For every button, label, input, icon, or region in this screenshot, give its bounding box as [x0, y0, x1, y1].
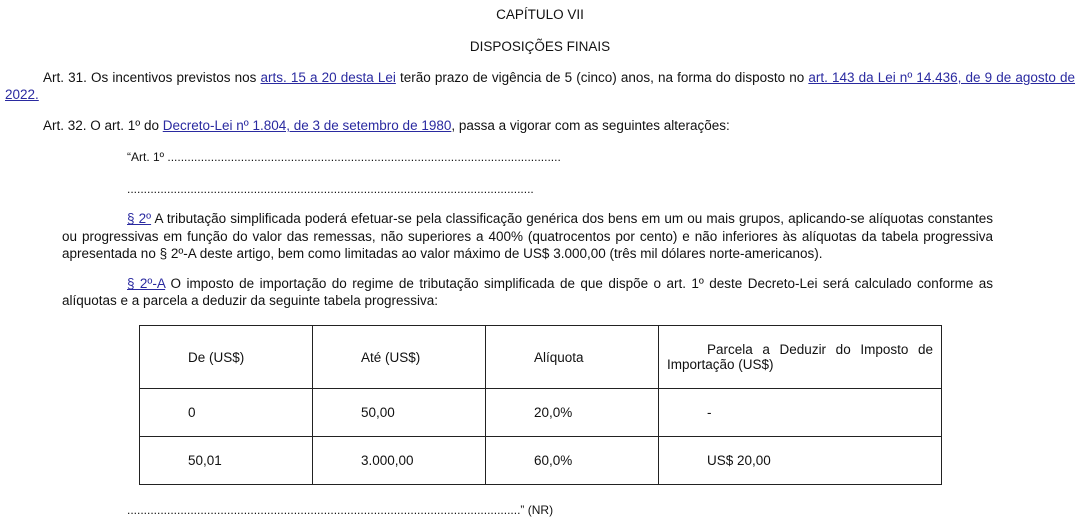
- table-cell: 0: [139, 388, 313, 437]
- art31-line1: Art. 31. Os incentivos previstos nos art…: [5, 69, 1075, 86]
- par2-text: A tributação simplificada poderá efetuar…: [151, 211, 993, 226]
- table-cell: 50,01: [139, 436, 313, 485]
- link-par-2[interactable]: § 2º: [127, 211, 152, 226]
- link-art-143-lei-14436[interactable]: art. 143 da Lei nº 14.436, de 9 de agost…: [808, 70, 1076, 85]
- header-cell: Parcela a Deduzir do Imposto de Importaç…: [658, 325, 942, 389]
- table-header-row: De (US$) Até (US$) Alíquota Parcela a De…: [139, 325, 942, 389]
- table-row: 0 50,00 20,0% -: [139, 388, 942, 437]
- table-cell: US$ 20,00: [658, 436, 942, 485]
- par2-line2: ou progressivas em função do valor das r…: [62, 229, 993, 244]
- link-arts-15-20[interactable]: arts. 15 a 20 desta Lei: [260, 70, 396, 85]
- header-cell: Alíquota: [485, 325, 659, 389]
- table-row: 50,01 3.000,00 60,0% US$ 20,00: [139, 436, 942, 485]
- par2a-line1: § 2º-A O imposto de importação do regime…: [62, 275, 993, 292]
- par2-line1: § 2º A tributação simplificada poderá ef…: [62, 210, 993, 227]
- table-cell: 3.000,00: [312, 436, 486, 485]
- quote-start: “Art. 1º ...............................…: [127, 150, 561, 164]
- table-cell: -: [658, 388, 942, 437]
- art32: Art. 32. O art. 1º do Decreto-Lei nº 1.8…: [43, 117, 730, 134]
- art32-text: Art. 32. O art. 1º do: [43, 118, 163, 133]
- art32-text: , passa a vigorar com as seguintes alter…: [451, 118, 730, 133]
- link-art-143-lei-14436-cont[interactable]: 2022.: [5, 87, 39, 102]
- art31-line2: 2022.: [5, 86, 39, 103]
- section-heading: DISPOSIÇÕES FINAIS: [469, 39, 611, 54]
- art31-text: Art. 31. Os incentivos previstos nos: [43, 70, 261, 85]
- table-cell: 20,0%: [485, 388, 659, 437]
- progressive-tax-table: De (US$) Até (US$) Alíquota Parcela a De…: [139, 325, 942, 485]
- omitted-text-dots: ........................................…: [127, 182, 534, 196]
- par2-line3: apresentada no § 2º-A deste artigo, bem …: [62, 246, 823, 261]
- chapter-heading: CAPÍTULO VII: [496, 7, 584, 22]
- header-cell: Até (US$): [312, 325, 486, 389]
- link-decreto-lei-1804[interactable]: Decreto-Lei nº 1.804, de 3 de setembro d…: [162, 118, 452, 133]
- art31-text: terão prazo de vigência de 5 (cinco) ano…: [395, 70, 809, 85]
- table-cell: 60,0%: [485, 436, 659, 485]
- header-cell: De (US$): [139, 325, 313, 389]
- par2a-line2: alíquotas e a parcela a deduzir da segui…: [62, 293, 438, 308]
- closing-nr: ........................................…: [127, 503, 554, 517]
- table-cell: 50,00: [312, 388, 486, 437]
- link-par-2a[interactable]: § 2º-A: [127, 276, 166, 291]
- par2a-text: O imposto de importação do regime de tri…: [165, 276, 993, 291]
